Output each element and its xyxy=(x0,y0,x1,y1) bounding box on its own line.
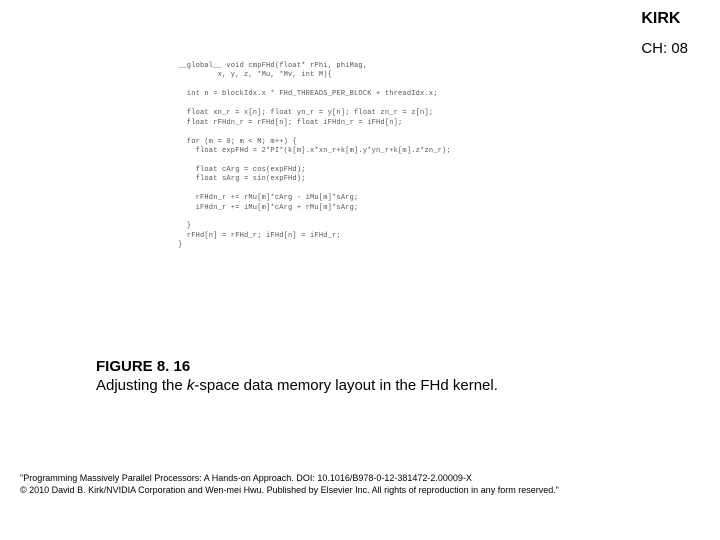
footer-citation: "Programming Massively Parallel Processo… xyxy=(20,472,700,496)
header-chapter: CH: 08 xyxy=(641,40,688,57)
header-kirk: KIRK xyxy=(641,10,688,28)
caption-prefix: Adjusting the xyxy=(96,377,187,394)
code-listing: __global__ void cmpFHd(float* rPhi, phiM… xyxy=(178,62,578,251)
figure-caption-block: FIGURE 8. 16 Adjusting the k-space data … xyxy=(96,358,498,394)
caption-suffix: -space data memory layout in the FHd ker… xyxy=(194,377,497,394)
figure-caption-text: Adjusting the k-space data memory layout… xyxy=(96,377,498,394)
footer-line1: "Programming Massively Parallel Processo… xyxy=(20,472,700,484)
footer-line2: © 2010 David B. Kirk/NVIDIA Corporation … xyxy=(20,484,700,496)
header-region: KIRK CH: 08 xyxy=(641,10,688,57)
figure-number: FIGURE 8. 16 xyxy=(96,358,498,375)
